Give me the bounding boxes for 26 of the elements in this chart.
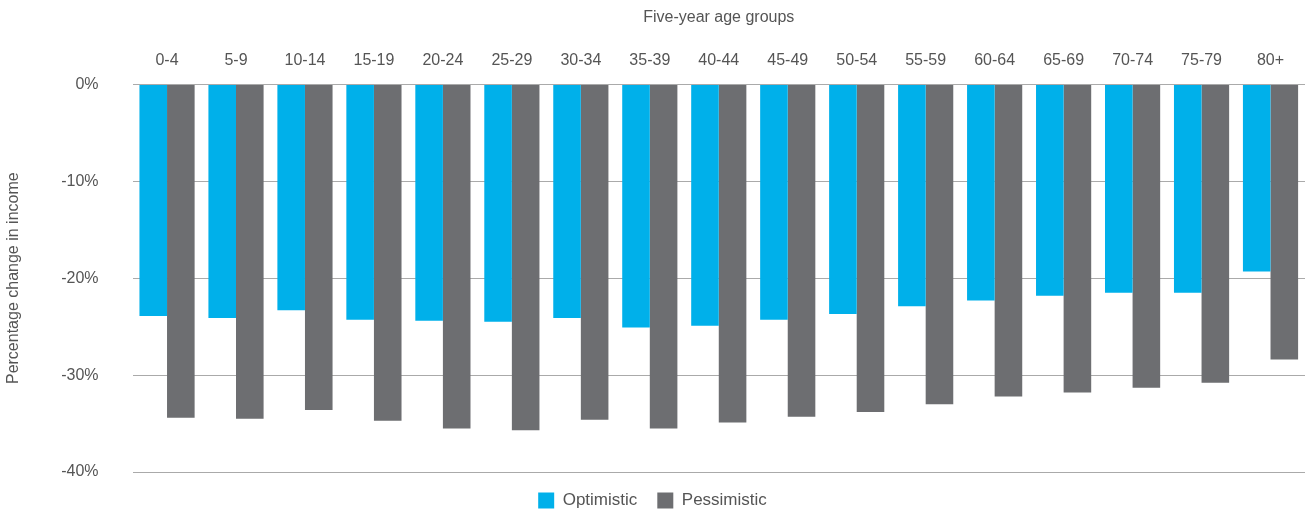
y-axis-title: Percentage change in income [4, 172, 22, 385]
x-tick-label: 70-74 [1112, 51, 1154, 69]
x-tick-label: 35-39 [629, 51, 671, 69]
y-tick-label: -20% [61, 268, 99, 286]
x-tick-label: 0-4 [155, 51, 179, 69]
legend-label: Pessimistic [681, 490, 768, 510]
x-tick-label: 25-29 [491, 51, 533, 69]
x-tick-label: 50-54 [836, 51, 878, 69]
x-tick-label: 75-79 [1181, 51, 1223, 69]
x-tick-label: 80+ [1256, 51, 1285, 69]
x-tick-label: 60-64 [974, 51, 1016, 69]
x-axis-title: Five-year age groups [643, 8, 795, 26]
x-tick-label: 40-44 [698, 51, 740, 69]
x-tick-label: 55-59 [905, 51, 947, 69]
x-tick-label: 65-69 [1043, 51, 1085, 69]
x-tick-label: 45-49 [767, 51, 809, 69]
x-tick-label: 15-19 [353, 51, 395, 69]
x-tick-label: 30-34 [560, 51, 602, 69]
y-tick-label: -10% [61, 171, 99, 189]
y-tick-label: -30% [61, 365, 99, 383]
y-tick-label: -40% [61, 462, 99, 480]
x-tick-label: 10-14 [284, 51, 326, 69]
legend-label: Optimistic [562, 490, 638, 510]
x-tick-label: 5-9 [224, 51, 248, 69]
x-tick-label: 20-24 [422, 51, 464, 69]
y-tick-label: 0% [75, 74, 99, 92]
